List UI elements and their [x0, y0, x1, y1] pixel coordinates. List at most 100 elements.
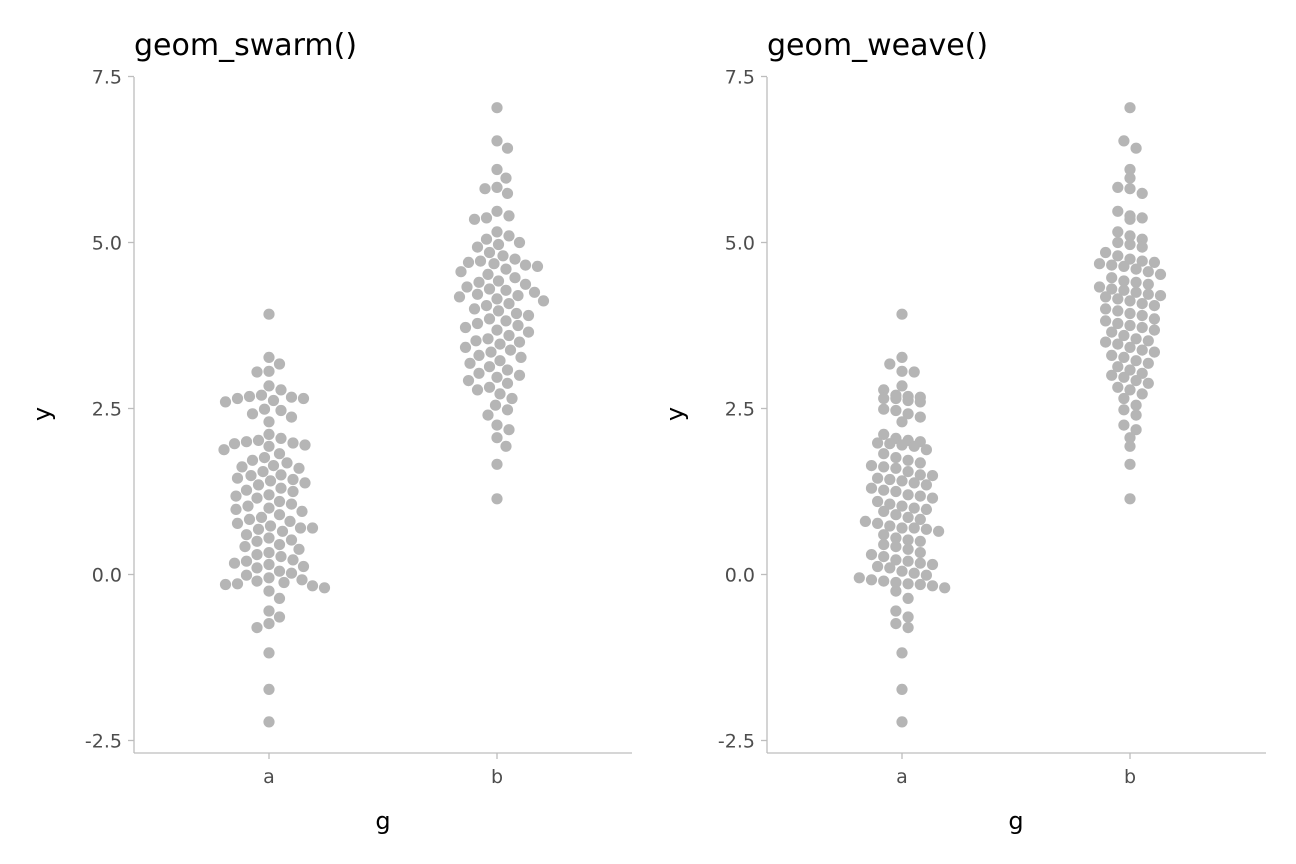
data-point: [263, 647, 275, 659]
data-point: [1154, 268, 1167, 280]
data-point: [896, 683, 908, 696]
data-point: [1124, 163, 1136, 176]
panel-title: geom_swarm(): [134, 28, 357, 63]
data-point: [896, 475, 908, 487]
data-point: [491, 432, 503, 444]
data-point: [872, 517, 884, 530]
data-point: [1124, 295, 1136, 307]
data-point: [1148, 313, 1160, 325]
y-axis-label: y: [661, 407, 689, 421]
data-point: [878, 505, 890, 517]
data-point: [890, 485, 902, 498]
y-tick-label: 7.5: [92, 67, 122, 89]
data-point: [230, 490, 242, 502]
data-point: [512, 319, 524, 332]
data-point: [455, 266, 467, 278]
data-point: [275, 404, 287, 417]
data-point: [236, 461, 248, 473]
data-point: [501, 187, 514, 199]
data-point: [275, 482, 287, 494]
data-point: [872, 495, 884, 508]
data-point: [473, 367, 485, 379]
data-point: [264, 520, 277, 532]
data-point: [263, 440, 275, 452]
panel-title: geom_weave(): [767, 28, 988, 63]
y-tick-label: 0.0: [725, 565, 755, 587]
data-point: [513, 369, 526, 381]
data-point: [294, 522, 307, 534]
data-point: [251, 549, 263, 561]
data-point: [462, 256, 475, 268]
data-point: [491, 102, 503, 114]
data-point: [1124, 319, 1136, 332]
data-point: [890, 618, 902, 630]
data-point: [468, 213, 481, 225]
data-point: [474, 255, 487, 267]
data-point: [263, 605, 275, 617]
data-point: [878, 575, 890, 587]
y-tick-label: 2.5: [92, 399, 122, 421]
data-point: [1136, 388, 1148, 400]
data-point: [902, 555, 914, 567]
data-point: [497, 250, 509, 262]
data-point: [902, 592, 914, 605]
data-point: [896, 416, 908, 428]
data-point: [902, 511, 914, 523]
data-point: [483, 381, 496, 393]
data-point: [273, 495, 286, 508]
data-point: [257, 466, 269, 478]
data-point: [251, 562, 263, 574]
data-point: [231, 472, 244, 484]
data-point: [1142, 288, 1154, 300]
data-point: [1136, 212, 1148, 224]
points: [853, 102, 1167, 728]
data-point: [491, 324, 503, 336]
data-point: [299, 477, 311, 489]
data-point: [872, 560, 884, 573]
data-point: [914, 411, 926, 423]
data-point: [902, 578, 914, 590]
y-ticks: -2.5 0.0 2.5 5.0 7.5: [718, 67, 767, 753]
data-point: [263, 416, 275, 428]
data-point: [1130, 355, 1142, 367]
data-point: [1100, 246, 1112, 259]
data-point: [267, 394, 280, 407]
data-point: [287, 473, 299, 486]
data-point: [273, 448, 286, 460]
data-point: [263, 308, 275, 320]
data-point: [263, 489, 275, 501]
data-point: [908, 477, 920, 489]
data-point: [1148, 256, 1160, 268]
data-point: [492, 275, 505, 287]
data-point: [519, 278, 532, 290]
data-point: [1124, 230, 1136, 242]
data-point: [878, 529, 890, 541]
data-point: [494, 355, 506, 367]
data-point: [1112, 181, 1124, 193]
data-point: [503, 210, 515, 222]
data-point: [878, 392, 890, 405]
data-point: [228, 438, 241, 450]
data-point: [1112, 205, 1124, 217]
data-point: [501, 364, 514, 376]
data-point: [296, 505, 308, 517]
data-point: [1118, 371, 1130, 383]
data-point: [896, 647, 908, 659]
data-point: [920, 503, 933, 515]
data-point: [483, 313, 496, 325]
data-point: [878, 384, 890, 396]
data-point: [230, 503, 242, 515]
data-point: [504, 344, 517, 356]
data-point: [281, 457, 293, 469]
data-point: [890, 554, 902, 566]
data-point: [1130, 409, 1142, 421]
data-point: [263, 547, 275, 559]
data-point: [275, 432, 287, 444]
data-point: [1124, 172, 1136, 184]
data-point: [865, 574, 878, 586]
data-point: [243, 513, 256, 526]
data-point: [494, 388, 506, 400]
data-point: [1142, 357, 1154, 369]
data-point: [920, 523, 933, 535]
data-point: [1130, 333, 1142, 345]
